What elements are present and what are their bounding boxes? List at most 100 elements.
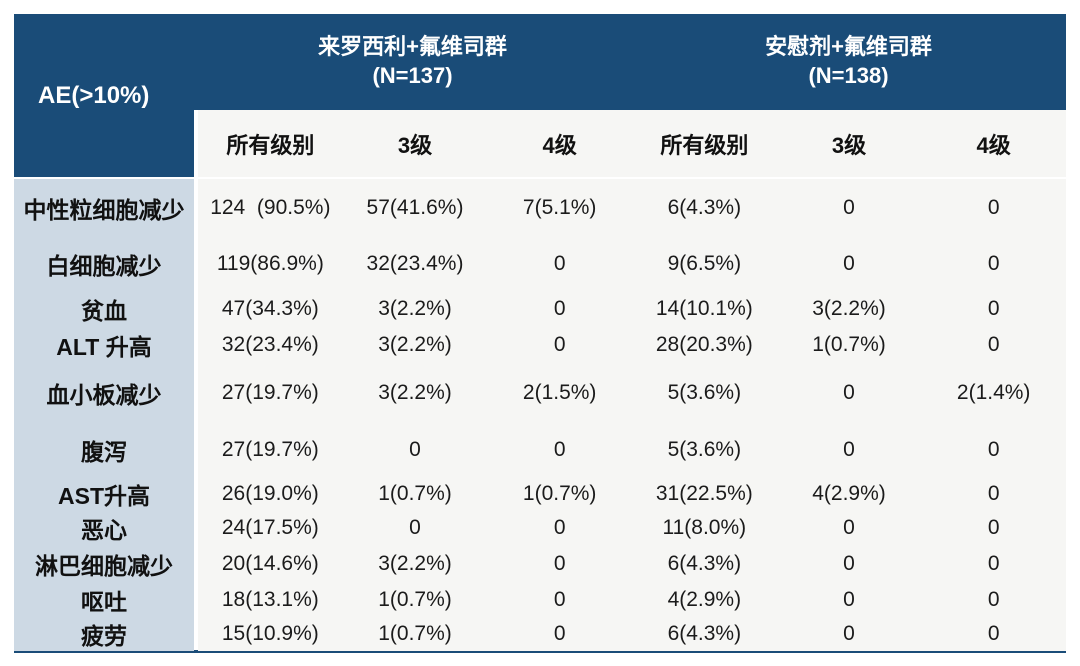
value-cell: 2(1.5%) [487,363,632,423]
value-cell: 0 [921,617,1066,651]
value-cell: 0 [487,236,632,291]
row-label: 淋巴细胞减少 [14,545,194,583]
value-cell: 1(0.7%) [342,477,488,511]
value-cell: 14(10.1%) [632,291,777,327]
value-cell: 32(23.4%) [342,236,488,291]
value-cell: 0 [487,545,632,583]
value-cell: 0 [776,236,922,291]
value-cell: 2(1.4%) [921,363,1066,423]
value-cell: 0 [487,423,632,477]
value-cell: 1(0.7%) [776,327,922,363]
table-row: 疲劳 15(10.9%) 1(0.7%) 0 6(4.3%) 0 0 [14,617,1066,651]
column-header-5: 4级 [976,132,1011,158]
column-header-3: 所有级别 [660,132,749,158]
value-cell: 0 [487,511,632,545]
value-cell: 5(3.6%) [632,363,777,423]
value-cell: 0 [921,545,1066,583]
table-row: 淋巴细胞减少 20(14.6%) 3(2.2%) 0 6(4.3%) 0 0 [14,545,1066,583]
value-cell: 0 [776,617,922,651]
value-cell: 0 [921,327,1066,363]
value-cell: 31(22.5%) [632,477,777,511]
value-cell: 15(10.9%) [198,617,343,651]
value-cell: 3(2.2%) [342,291,488,327]
value-cell: 0 [921,179,1066,236]
column-header-0: 所有级别 [226,132,315,158]
value-cell: 0 [776,423,922,477]
table-row: 血小板减少 27(19.7%) 3(2.2%) 2(1.5%) 5(3.6%) 0 2(1.… [14,363,1066,423]
row-label: 腹泻 [14,423,194,477]
group-treatment-title: 来罗西利+氟维司群 [318,34,507,60]
value-cell: 3(2.2%) [776,291,922,327]
value-cell: 47(34.3%) [198,291,343,327]
value-cell: 0 [921,291,1066,327]
group-treatment-n: (N=137) [372,63,453,88]
value-cell: 6(4.3%) [632,545,777,583]
table-body: 中性粒细胞减少 124 (90.5%) 57(41.6%) 7(5.1%) 6(4.3%… [14,179,1066,651]
row-label: ALT 升高 [14,327,194,363]
value-cell: 11(8.0%) [632,511,777,545]
adverse-events-table: AE(>10%) 来罗西利+氟维司群 (N=137) 安慰剂+氟维司群 (N=1… [14,14,1066,653]
value-cell: 27(19.7%) [198,363,343,423]
value-cell: 0 [487,327,632,363]
subheader-row: 所有级别 3级 4级 所有级别 3级 4级 [198,110,1066,177]
value-cell: 0 [921,511,1066,545]
row-label: 贫血 [14,291,194,327]
value-cell: 0 [921,423,1066,477]
value-cell: 0 [776,545,922,583]
corner-header-label: AE(>10%) [38,81,150,109]
corner-header-cell: AE(>10%) [14,14,194,177]
value-cell: 0 [776,583,922,617]
row-label: 白细胞减少 [14,236,194,291]
value-cell: 0 [776,363,922,423]
value-cell: 57(41.6%) [342,179,488,236]
table-row: 贫血 47(34.3%) 3(2.2%) 0 14(10.1%) 3(2.2%) 0 [14,291,1066,327]
value-cell: 0 [487,617,632,651]
table-row: 腹泻 27(19.7%) 0 0 5(3.6%) 0 0 [14,423,1066,477]
group-placebo-title: 安慰剂+氟维司群 [765,34,932,60]
value-cell: 0 [342,423,488,477]
value-cell: 3(2.2%) [342,545,488,583]
value-cell: 1(0.7%) [342,583,488,617]
value-cell: 0 [921,236,1066,291]
value-cell: 124 (90.5%) [198,179,343,236]
value-cell: 26(19.0%) [198,477,343,511]
value-cell: 0 [921,583,1066,617]
group-placebo-n: (N=138) [808,63,889,88]
table-row: AST升高 26(19.0%) 1(0.7%) 1(0.7%) 31(22.5%) 4(2… [14,477,1066,511]
column-group-treatment-header: 来罗西利+氟维司群 (N=137) [194,14,631,110]
value-cell: 27(19.7%) [198,423,343,477]
value-cell: 28(20.3%) [632,327,777,363]
value-cell: 20(14.6%) [198,545,343,583]
value-cell: 6(4.3%) [632,179,777,236]
table-row: ALT 升高 32(23.4%) 3(2.2%) 0 28(20.3%) 1(0.7%) 0 [14,327,1066,363]
value-cell: 0 [776,179,922,236]
value-cell: 0 [487,291,632,327]
table-row: 恶心 24(17.5%) 0 0 11(8.0%) 0 0 [14,511,1066,545]
value-cell: 7(5.1%) [487,179,632,236]
column-header-1: 3级 [397,132,433,158]
row-label: 中性粒细胞减少 [14,179,194,236]
column-header-2: 4级 [542,132,577,158]
value-cell: 6(4.3%) [632,617,777,651]
value-cell: 4(2.9%) [632,583,777,617]
value-cell: 3(2.2%) [342,327,488,363]
column-header-4: 3级 [831,132,867,158]
row-label: AST升高 [14,477,194,511]
column-group-placebo-header: 安慰剂+氟维司群 (N=138) [631,14,1066,110]
row-label: 恶心 [14,511,194,545]
row-label: 呕吐 [14,583,194,617]
value-cell: 3(2.2%) [342,363,488,423]
value-cell: 5(3.6%) [632,423,777,477]
value-cell: 32(23.4%) [198,327,343,363]
value-cell: 0 [776,511,922,545]
table-row: 中性粒细胞减少 124 (90.5%) 57(41.6%) 7(5.1%) 6(4.3%… [14,179,1066,236]
table-row: 白细胞减少 119(86.9%) 32(23.4%) 0 9(6.5%) 0 0 [14,236,1066,291]
value-cell: 1(0.7%) [487,477,632,511]
value-cell: 0 [342,511,488,545]
table-row: 呕吐 18(13.1%) 1(0.7%) 0 4(2.9%) 0 0 [14,583,1066,617]
value-cell: 0 [921,477,1066,511]
value-cell: 24(17.5%) [198,511,343,545]
value-cell: 9(6.5%) [632,236,777,291]
value-cell: 4(2.9%) [776,477,922,511]
